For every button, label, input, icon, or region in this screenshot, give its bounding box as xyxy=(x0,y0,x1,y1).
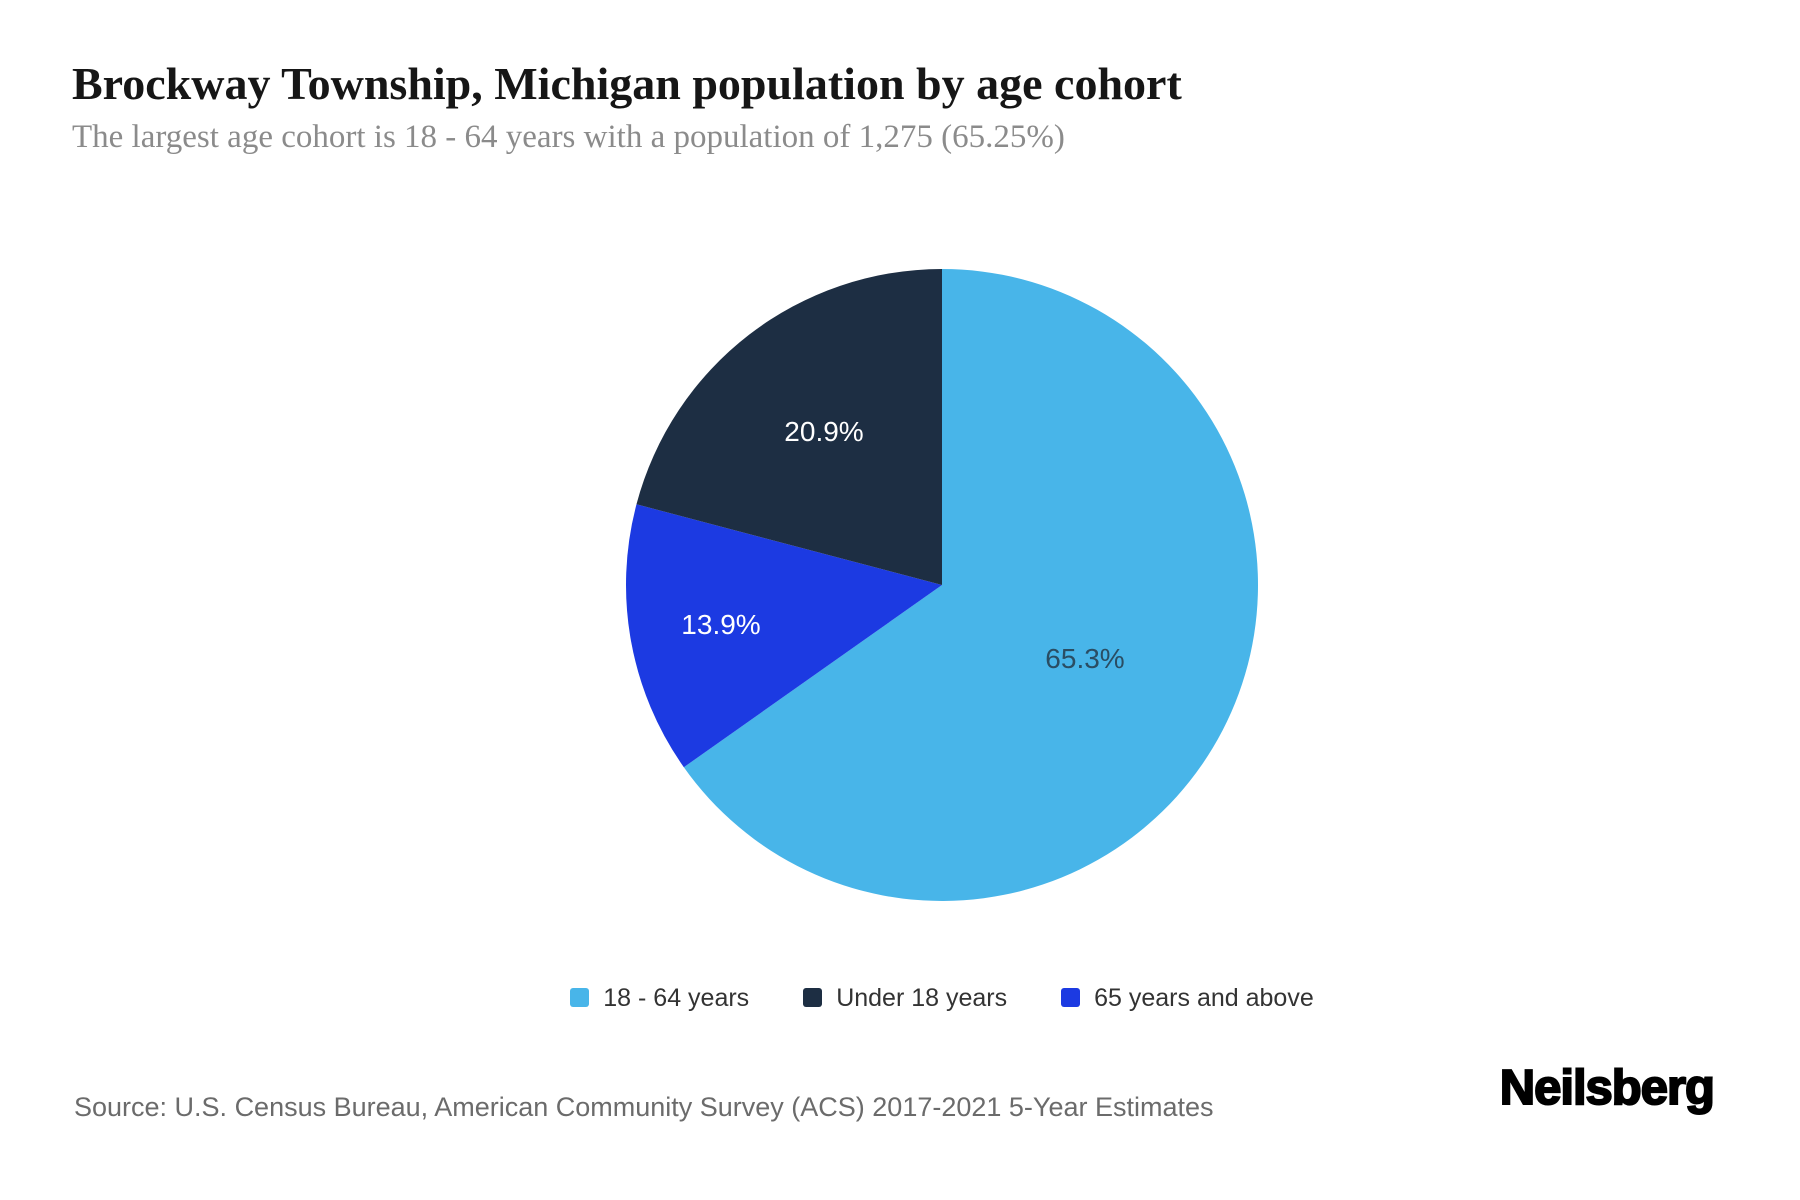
pie-slice-under-18-years[interactable] xyxy=(636,269,942,585)
legend-label-18-64-years: 18 - 64 years xyxy=(603,984,750,1012)
legend-item-under-18-years[interactable]: Under 18 years xyxy=(803,984,1007,1011)
legend-label-under-18-years: Under 18 years xyxy=(836,984,1008,1012)
slice-label-18-64-years: 65.3% xyxy=(1045,643,1125,674)
legend-label-65-years-and-above: 65 years and above xyxy=(1094,984,1314,1012)
legend-swatch-18-64-years xyxy=(570,988,590,1007)
slice-label-under-18-years: 20.9% xyxy=(784,416,864,447)
legend-item-65-years-and-above[interactable]: 65 years and above xyxy=(1061,984,1314,1011)
pie-slice-65-years-and-above[interactable] xyxy=(626,504,942,768)
chart-title: Brockway Township, Michigan population b… xyxy=(72,58,1182,109)
chart-subtitle: The largest age cohort is 18 - 64 years … xyxy=(72,119,1065,155)
legend-swatch-under-18-years xyxy=(803,988,823,1007)
source-note: Source: U.S. Census Bureau, American Com… xyxy=(74,1092,1214,1122)
legend-item-18-64-years[interactable]: 18 - 64 years xyxy=(570,984,749,1011)
chart-legend: 18 - 64 years Under 18 years 65 years and … xyxy=(84,984,1800,1011)
pie-slice-18-64-years[interactable] xyxy=(683,269,1259,901)
slice-label-65-years-and-above: 13.9% xyxy=(681,609,761,640)
legend-swatch-65-years-and-above xyxy=(1061,988,1081,1007)
brand-logo: Neilsberg xyxy=(1499,1060,1716,1116)
